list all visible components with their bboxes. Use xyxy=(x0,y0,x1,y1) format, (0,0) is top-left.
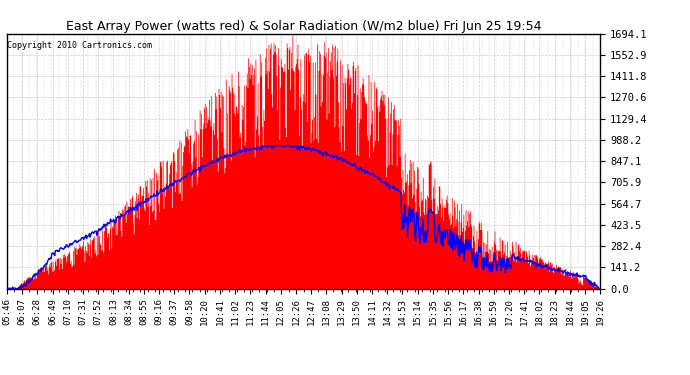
Title: East Array Power (watts red) & Solar Radiation (W/m2 blue) Fri Jun 25 19:54: East Array Power (watts red) & Solar Rad… xyxy=(66,20,542,33)
Text: Copyright 2010 Cartronics.com: Copyright 2010 Cartronics.com xyxy=(8,41,152,50)
